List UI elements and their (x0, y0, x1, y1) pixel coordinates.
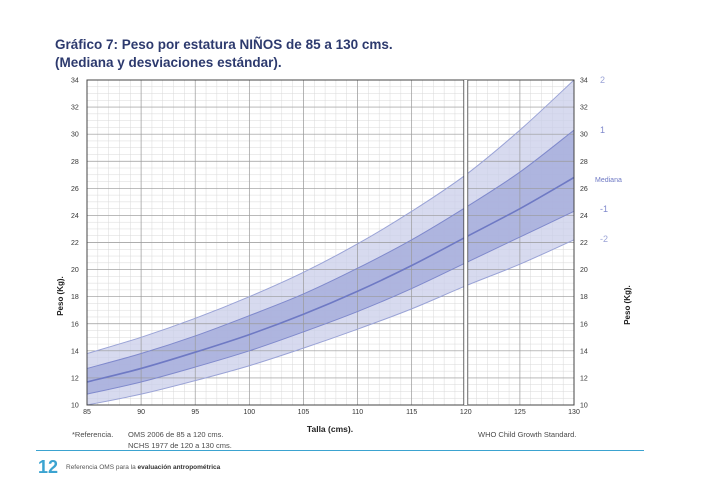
plot-frame (86, 79, 575, 406)
chart-title: Gráfico 7: Peso por estatura NIÑOS de 85… (55, 37, 393, 52)
y-tick-label-right: 14 (580, 348, 588, 355)
chart-subtitle: (Mediana y desviaciones estándar). (55, 55, 282, 70)
y-tick-label-right: 26 (580, 186, 588, 193)
y-tick-label-left: 20 (71, 267, 79, 274)
y-tick-label-right: 20 (580, 267, 588, 274)
x-tick-label: 105 (298, 409, 310, 416)
series-line--2 (86, 239, 575, 406)
y-tick-label-left: 18 (71, 294, 79, 301)
x-tick-label: 85 (83, 409, 91, 416)
footer-divider (36, 450, 644, 451)
legend-label--1: -1 (600, 204, 608, 214)
y-tick-label-right: 30 (580, 132, 588, 139)
page-number: 12 (38, 457, 59, 477)
y-tick-label-left: 28 (71, 159, 79, 166)
y-tick-label-right: 24 (580, 213, 588, 220)
y-tick-label-right: 18 (580, 294, 588, 301)
x-tick-label: 115 (406, 409, 417, 416)
y-tick-label-left: 30 (71, 132, 79, 139)
x-tick-label: 120 (460, 409, 472, 416)
series-line-1 (86, 129, 575, 369)
y-tick-label-left: 14 (71, 348, 79, 355)
legend: 2 1 Mediana -1 -2 (595, 75, 622, 244)
footer-text: Referencia OMS para la evaluación antrop… (66, 464, 220, 471)
y-tick-label-right: 32 (580, 105, 588, 112)
series-line--1 (86, 210, 575, 395)
axes (86, 79, 575, 406)
x-tick-label: 90 (137, 409, 145, 416)
series-lines (86, 79, 575, 406)
x-tick-label: 125 (514, 409, 526, 416)
y-tick-label-left: 34 (71, 78, 79, 85)
y-tick-label-right: 12 (580, 375, 588, 382)
x-tick-label: 110 (352, 409, 363, 416)
source-note: WHO Child Growth Standard. (478, 430, 577, 439)
panel-gap (463, 80, 468, 405)
y-tick-label-left: 32 (71, 105, 79, 112)
reference-line-2: NCHS 1977 de 120 a 130 cms. (128, 441, 232, 450)
y-tick-label-right: 10 (580, 403, 588, 410)
y-axis-label-left: Peso (Kg). (56, 276, 65, 316)
footer-text-prefix: Referencia OMS para la (66, 464, 136, 471)
reference-label: *Referencia. (72, 430, 114, 439)
y-tick-label-right: 16 (580, 321, 588, 328)
y-tick-label-left: 16 (71, 321, 79, 328)
series-line-Mediana (86, 176, 575, 383)
y-tick-label-left: 10 (71, 403, 79, 410)
footer-text-bold: evaluación antropométrica (137, 464, 221, 471)
legend-label--2: -2 (600, 234, 608, 244)
legend-label-Mediana: Mediana (595, 177, 622, 184)
y-tick-label-left: 22 (71, 240, 79, 247)
y-tick-label-right: 28 (580, 159, 588, 166)
y-tick-label-left: 12 (71, 375, 79, 382)
x-axis-label: Talla (cms). (307, 424, 353, 434)
y-tick-label-left: 26 (71, 186, 79, 193)
series-line-2 (86, 79, 575, 355)
x-tick-label: 130 (568, 409, 580, 416)
x-tick-label: 100 (243, 409, 255, 416)
legend-label-2: 2 (600, 75, 605, 85)
legend-label-1: 1 (600, 125, 605, 135)
y-axis-label-right: Peso (Kg). (623, 285, 632, 325)
x-tick-label: 95 (191, 409, 199, 416)
reference-line-1: OMS 2006 de 85 a 120 cms. (128, 430, 224, 439)
y-tick-label-left: 24 (71, 213, 79, 220)
band-inner (87, 130, 574, 395)
y-tick-label-right: 22 (580, 240, 588, 247)
y-tick-label-right: 34 (580, 78, 588, 85)
